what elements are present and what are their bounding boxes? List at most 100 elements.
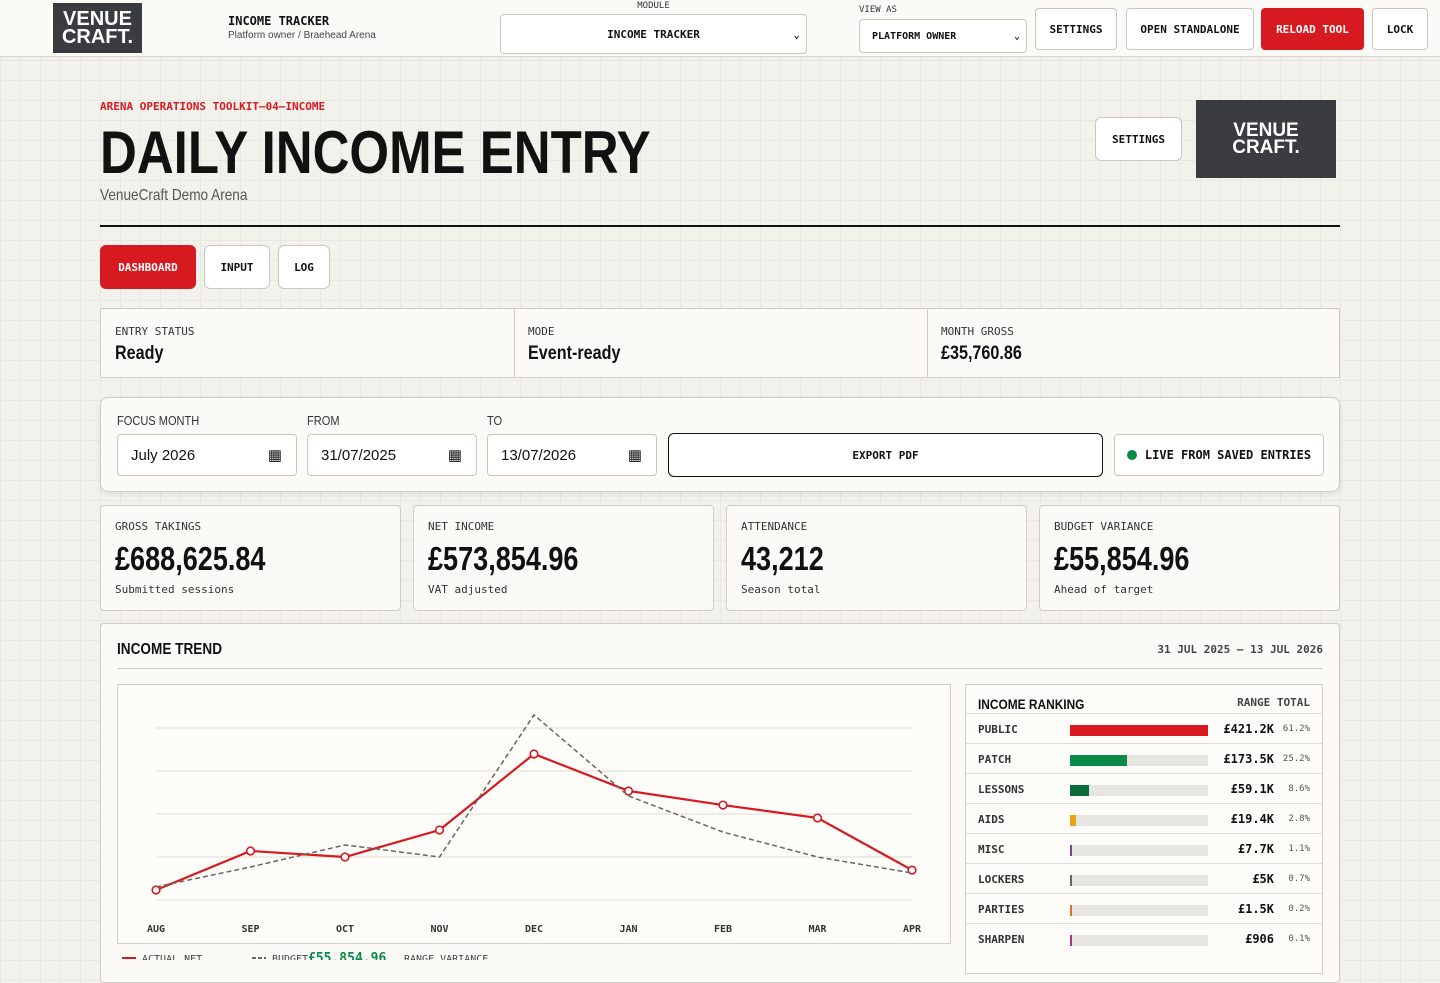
filter-value: July 2026 <box>131 446 196 464</box>
reload-button[interactable]: RELOAD TOOL <box>1261 8 1364 50</box>
logo-line: VENUE <box>63 8 132 30</box>
kpi-wrap: £573,854.96 <box>428 540 612 578</box>
legend-value: £55,854.96 <box>308 951 386 960</box>
export-button[interactable]: EXPORT PDF <box>668 433 1103 477</box>
rank-name: LESSONS <box>978 783 1025 796</box>
rank-amount: £59.1K <box>1230 782 1274 796</box>
ranking-total-label: RANGE TOTAL <box>1237 696 1310 709</box>
kpi-value: £55,854.96 <box>1054 540 1190 577</box>
row-divider <box>966 803 1322 804</box>
rank-amount: £19.4K <box>1230 812 1274 826</box>
point <box>245 846 256 856</box>
rank-share: 1.1% <box>1288 844 1310 854</box>
x-tick-label: SEP <box>241 924 259 935</box>
kpi-card: GROSS TAKINGS £688,625.84 Submitted sessio… <box>100 505 401 611</box>
x-tick-label: APR <box>903 924 922 935</box>
live-text: LIVE FROM SAVED ENTRIES <box>1144 448 1312 462</box>
row-divider <box>966 893 1322 894</box>
kpi-wrap: £55,854.96 <box>1054 540 1219 578</box>
eyebrow: ARENA OPERATIONS TOOLKIT—04—INCOME <box>100 100 326 113</box>
rank-share: 61.2% <box>1282 724 1310 734</box>
standalone-button[interactable]: OPEN STANDALONE <box>1126 8 1254 50</box>
kpi-value: £688,625.84 <box>115 540 266 577</box>
rank-share: 0.7% <box>1288 874 1310 884</box>
view-select[interactable]: PLATFORM OWNER ⌄ <box>859 19 1027 53</box>
tab[interactable]: LOG <box>278 245 330 289</box>
tab[interactable]: INPUT <box>204 245 270 289</box>
trend-chart: AUG SEP OCT NOV DEC JAN FEB MAR APR ACTUAL NET BUD… <box>117 684 951 960</box>
rank-bar <box>1070 725 1208 736</box>
row-divider <box>966 923 1322 924</box>
filter-value: 31/07/2025 <box>321 446 397 464</box>
rank-share: 0.1% <box>1288 934 1310 944</box>
row-divider <box>966 863 1322 864</box>
status-label: MONTH GROSS <box>941 325 1014 338</box>
kpi-value: £573,854.96 <box>428 540 579 577</box>
kpi-value: 43,212 <box>741 540 824 577</box>
rank-track <box>1070 785 1208 796</box>
settings-button[interactable]: SETTINGS <box>1035 8 1117 50</box>
filter-label: TO <box>487 413 503 428</box>
legend-label: ACTUAL NET <box>142 954 202 960</box>
kpi-note: VAT adjusted <box>428 583 508 596</box>
status-wrap: Event-ready <box>528 343 637 365</box>
rank-amount: £421.2K <box>1223 722 1274 736</box>
rank-bar <box>1070 905 1072 916</box>
module-select[interactable]: INCOME TRACKER ⌄ <box>500 14 807 54</box>
point <box>718 800 728 810</box>
rank-share: 8.6% <box>1288 784 1310 794</box>
logo-line: CRAFT. <box>1232 137 1300 158</box>
kpi-note: Season total <box>741 583 821 596</box>
trend-title: INCOME TREND <box>117 641 223 658</box>
app-subtitle: Platform owner / Braehead Arena <box>228 30 376 41</box>
rank-bar <box>1070 815 1077 826</box>
view-value: PLATFORM OWNER <box>872 30 957 42</box>
logo: VENUE CRAFT. <box>53 3 142 53</box>
rank-amount: £906 <box>1245 932 1274 946</box>
kpi-label: ATTENDANCE <box>741 520 808 533</box>
rank-track <box>1070 815 1208 826</box>
kpi-label: GROSS TAKINGS <box>115 520 202 533</box>
ranking-title: INCOME RANKING <box>978 696 1085 712</box>
rank-bar <box>1070 845 1073 856</box>
divider <box>514 309 515 377</box>
point <box>812 813 823 823</box>
filter-panel: FOCUS MONTH July 2026 ▦ FROM 31/07/2025 ▦ … <box>100 397 1340 492</box>
from-input[interactable]: 31/07/2025 ▦ <box>307 434 477 476</box>
settings-button[interactable]: SETTINGS <box>1095 117 1182 161</box>
kpi-note: Ahead of target <box>1054 583 1154 596</box>
rank-share: 2.8% <box>1288 814 1310 824</box>
x-tick-label: AUG <box>147 924 165 935</box>
point <box>151 885 161 895</box>
point <box>434 825 445 835</box>
lock-button[interactable]: LOCK <box>1372 8 1428 50</box>
logo-line: VENUE <box>1233 119 1299 141</box>
rank-amount: £5K <box>1252 872 1274 886</box>
tab[interactable]: DASHBOARD <box>100 245 196 289</box>
module-label: MODULE <box>637 1 670 11</box>
legend-note: RANGE VARIANCE <box>404 954 488 960</box>
rank-name: LOCKERS <box>978 873 1025 886</box>
x-tick-label: MAR <box>808 924 827 935</box>
rank-amount: £173.5K <box>1223 752 1274 766</box>
rank-share: 25.2% <box>1282 754 1310 764</box>
x-tick-label: JAN <box>619 924 637 935</box>
rank-name: PATCH <box>978 753 1012 766</box>
rank-bar <box>1070 935 1072 946</box>
kpi-wrap: £688,625.84 <box>115 540 299 578</box>
rank-name: AIDS <box>978 813 1005 826</box>
page-title: DAILY INCOME ENTRY <box>100 119 651 186</box>
series-line <box>155 713 913 888</box>
rank-name: PUBLIC <box>978 723 1018 736</box>
view-label: VIEW AS <box>859 5 897 15</box>
status-strip: ENTRY STATUS Ready MODE Event-ready MONTH GR… <box>100 308 1340 378</box>
focus-input[interactable]: July 2026 ▦ <box>117 434 297 476</box>
status-label: MODE <box>528 325 555 338</box>
trend-range: 31 JUL 2025 – 13 JUL 2026 <box>1157 643 1323 656</box>
filter-label: FOCUS MONTH <box>117 413 200 428</box>
status-wrap: £35,760.86 <box>941 343 1036 365</box>
to-input[interactable]: 13/07/2026 ▦ <box>487 434 657 476</box>
x-tick-label: NOV <box>430 924 448 935</box>
status-value: Ready <box>115 343 164 364</box>
